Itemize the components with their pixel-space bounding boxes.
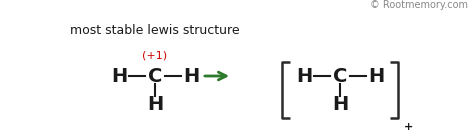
Text: C: C [333,67,347,86]
Text: H: H [147,95,163,113]
Text: most stable lewis structure: most stable lewis structure [70,23,240,36]
Text: +: + [404,122,413,132]
Text: (+1): (+1) [143,50,168,60]
Text: C: C [148,67,162,86]
Text: H: H [296,67,312,86]
Text: © Rootmemory.com: © Rootmemory.com [370,0,468,10]
Text: H: H [368,67,384,86]
Text: H: H [183,67,199,86]
Text: H: H [332,95,348,113]
Text: H: H [111,67,127,86]
